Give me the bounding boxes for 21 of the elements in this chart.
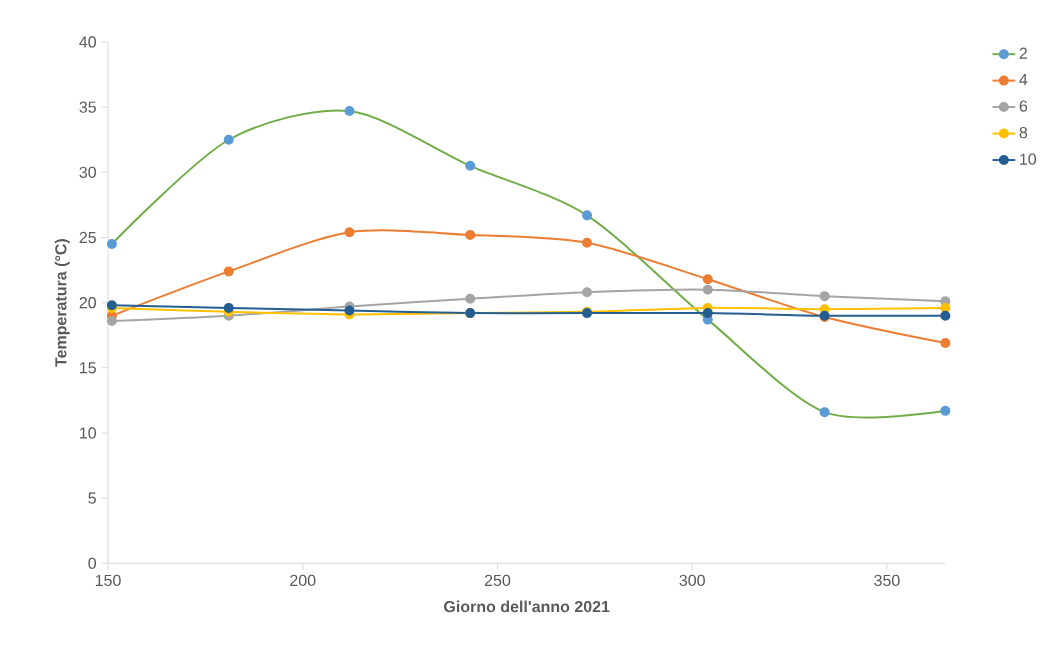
y-axis-title: Temperatura (°C) [54, 239, 70, 367]
y-tick-label: 40 [79, 36, 97, 48]
x-tick-label: 200 [290, 574, 316, 587]
x-tick-label: 150 [95, 574, 121, 587]
legend-label: 8 [1019, 126, 1028, 139]
y-tick-label: 0 [88, 557, 97, 569]
y-tick-label: 25 [79, 231, 96, 244]
y-tick-label: 35 [79, 101, 96, 113]
legend-label: 6 [1019, 100, 1028, 112]
legend-label: 10 [1020, 153, 1037, 165]
legend-label: 2 [1019, 47, 1027, 59]
x-tick-label: 250 [484, 574, 511, 587]
y-tick-label: 5 [88, 492, 96, 504]
x-axis-title: Giorno dell'anno 2021 [444, 600, 610, 613]
x-tick-label: 350 [874, 574, 900, 587]
y-tick-label: 30 [79, 166, 97, 178]
y-tick-label: 15 [80, 362, 96, 374]
y-tick-label: 20 [79, 297, 97, 309]
x-tick-label: 300 [679, 574, 705, 587]
y-tick-label: 10 [80, 427, 97, 439]
legend-label: 4 [1019, 74, 1028, 86]
